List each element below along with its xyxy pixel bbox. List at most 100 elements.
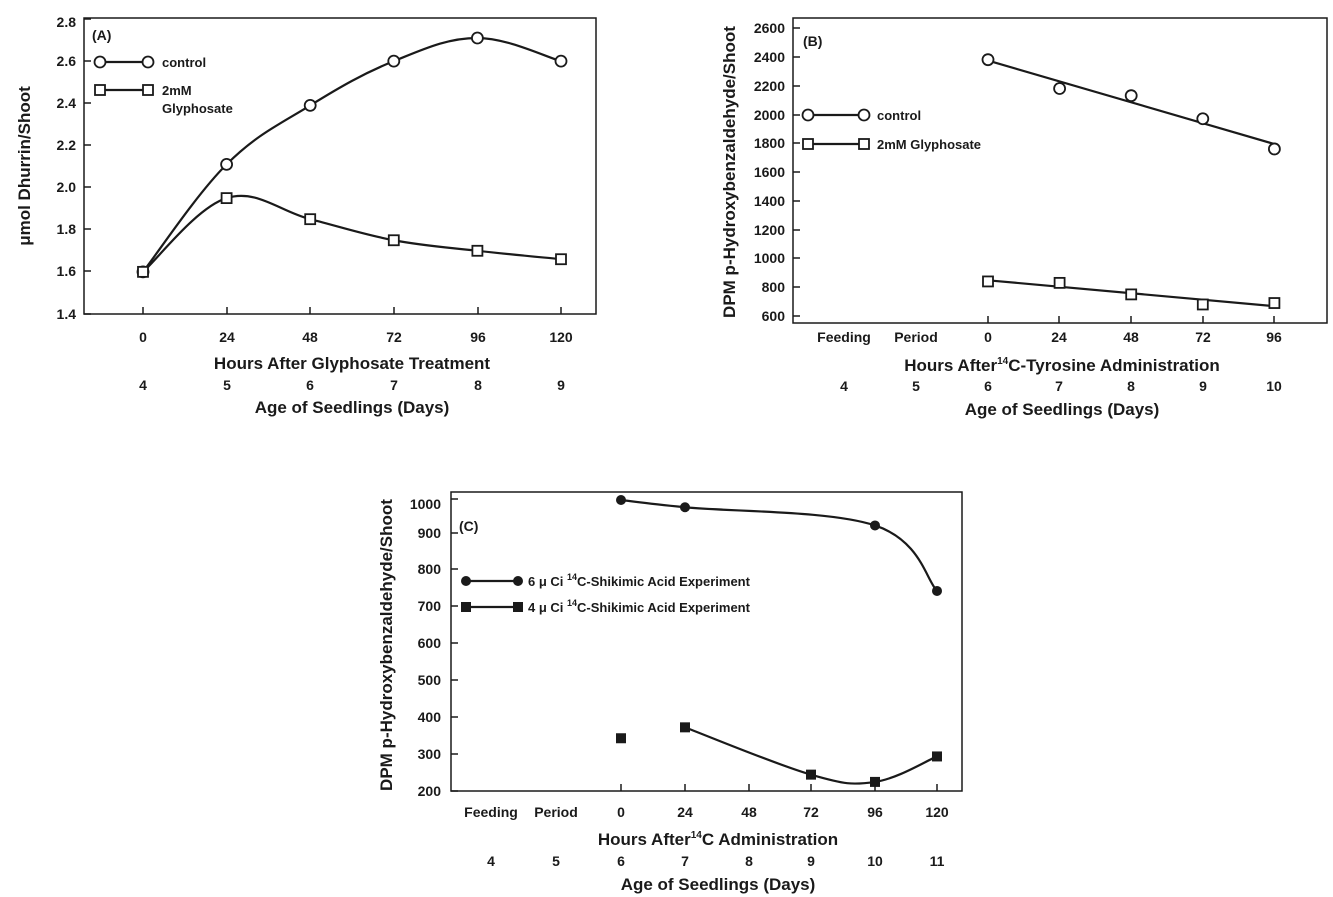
panel-a-y-tick: 1.6 — [57, 263, 77, 279]
panel-b-control-point — [1124, 89, 1138, 103]
panel-b-y-tick: 1600 — [754, 164, 785, 180]
panel-a-control-point — [554, 54, 568, 68]
panel-b-y-tick: 1400 — [754, 193, 785, 209]
panel-b-x-tick: 0 — [984, 329, 992, 345]
panel-c-4uci-line — [684, 726, 938, 785]
legend-circle-marker — [801, 108, 815, 122]
legend-filled-square-marker — [461, 602, 471, 612]
panel-b-x-tick-feeding: Feeding — [817, 329, 871, 345]
panel-c-4uci-point — [806, 769, 816, 780]
panel-b-y-tick: 1200 — [754, 222, 785, 238]
panel-a-control-point — [387, 54, 401, 68]
panel-a-y-tick: 2.4 — [57, 95, 77, 111]
panel-b-age-axis-label: Age of Seedlings (Days) — [965, 400, 1160, 419]
panel-b-y-tick: 2000 — [754, 107, 785, 123]
panel-b-glyphosate-point — [1053, 276, 1066, 289]
panel-c-x-tick-period: Period — [534, 804, 578, 820]
panel-c-6uci-point — [680, 502, 690, 513]
panel-a-y-tick: 1.8 — [57, 221, 77, 237]
panel-a-glyphosate-point — [137, 265, 149, 278]
panel-a-y-tick: 1.4 — [57, 306, 77, 322]
legend-filled-circle-marker — [461, 576, 471, 586]
panel-a-age-axis-label: Age of Seedlings (Days) — [255, 398, 450, 417]
panel-c-x-tick: 72 — [803, 804, 819, 820]
panel-c-4uci-point — [870, 776, 880, 787]
panel-b-age-tick: 9 — [1199, 378, 1207, 394]
panel-a-age-tick: 7 — [390, 377, 398, 393]
panel-c-x-tick: 96 — [867, 804, 883, 820]
panel-c-y-tick: 900 — [418, 525, 442, 541]
panel-c-x-axis-label: Hours After14C Administration — [598, 830, 838, 849]
panel-b-legend: control 2mM Glyphosate — [801, 108, 981, 152]
panel-b: (B) 600 800 1000 1200 1400 1600 1800 200… — [720, 17, 1328, 419]
panel-c-x-tick-feeding: Feeding — [464, 804, 518, 820]
panel-c-y-tick: 500 — [418, 672, 442, 688]
panel-a-glyphosate-point — [387, 234, 400, 247]
panel-b-age-tick: 4 — [840, 378, 848, 394]
panel-a-control-point — [470, 31, 484, 45]
panel-c-y-axis-label: DPM p-Hydroxybenzaldehyde/Shoot — [377, 499, 396, 791]
legend-circle-marker — [93, 55, 107, 69]
panel-b-x-tick-period: Period — [894, 329, 938, 345]
panel-b-glyphosate-point — [1125, 288, 1138, 301]
panel-c-y-tick: 800 — [418, 561, 442, 577]
panel-c-y-tick: 300 — [418, 746, 442, 762]
legend-circle-marker — [857, 108, 871, 122]
panel-a: (A) 1.4 1.6 1.8 2.0 2.2 2.4 2.6 2.8 0 24… — [15, 14, 597, 417]
panel-c-x-tick: 48 — [741, 804, 757, 820]
panel-a-x-tick: 120 — [549, 329, 573, 345]
panel-a-age-tick: 8 — [474, 377, 482, 393]
panel-c-age-tick: 9 — [807, 853, 815, 869]
panel-b-plot-frame — [792, 17, 1328, 324]
legend-filled-circle-marker — [513, 576, 523, 586]
panel-b-glyphosate-point — [982, 275, 994, 288]
panel-c-legend: 6 μ Ci 14C-Shikimic Acid Experiment 4 μ … — [461, 572, 751, 615]
panel-b-y-tick: 2600 — [754, 20, 785, 36]
panel-a-legend-glyphosate-line1: 2mM — [162, 83, 192, 98]
panel-c-legend-6uci: 6 μ Ci 14C-Shikimic Acid Experiment — [528, 572, 751, 589]
panel-b-legend-control: control — [877, 108, 921, 123]
panel-c-data — [616, 495, 942, 787]
panel-b-x-tick: 72 — [1195, 329, 1211, 345]
panel-a-y-axis-label: μmol Dhurrin/Shoot — [15, 86, 34, 246]
panel-b-age-tick: 6 — [984, 378, 992, 394]
panel-a-x-tick: 96 — [470, 329, 486, 345]
panel-b-y-tick: 1000 — [754, 250, 785, 266]
panel-c-6uci-point — [932, 585, 942, 596]
panel-c-age-tick: 4 — [487, 853, 495, 869]
panel-b-label: (B) — [803, 33, 822, 49]
panel-c-6uci-point — [616, 495, 626, 505]
panel-a-y-tick: 2.0 — [57, 179, 77, 195]
panel-a-legend: control 2mM Glyphosate — [93, 55, 233, 116]
legend-square-marker — [142, 84, 154, 96]
panel-b-control-point — [1196, 112, 1210, 126]
panel-c-4uci-point — [616, 733, 626, 744]
panel-b-data — [981, 53, 1281, 311]
legend-circle-marker — [141, 55, 155, 69]
panel-a-glyphosate-point — [220, 192, 233, 205]
legend-square-marker — [858, 138, 870, 150]
panel-b-y-tick: 600 — [762, 308, 786, 324]
panel-a-glyphosate-point — [304, 213, 317, 226]
legend-square-marker — [802, 138, 814, 150]
panel-a-series-control-line — [142, 36, 562, 273]
panel-b-age-tick: 7 — [1055, 378, 1063, 394]
panel-b-y-tick: 800 — [762, 279, 786, 295]
legend-square-marker — [94, 84, 106, 96]
panel-a-glyphosate-point — [555, 253, 567, 266]
panel-a-age-tick: 9 — [557, 377, 565, 393]
panel-a-legend-glyphosate-line2: Glyphosate — [162, 101, 233, 116]
panel-c-y-tick: 400 — [418, 709, 442, 725]
panel-b-x-tick: 24 — [1051, 329, 1067, 345]
panel-b-x-tick: 96 — [1266, 329, 1282, 345]
panel-a-x-tick: 24 — [219, 329, 235, 345]
panel-c: (C) 200 300 400 500 600 700 800 900 1000… — [377, 491, 963, 894]
panel-b-control-point — [1053, 82, 1066, 95]
panel-a-plot-frame — [83, 17, 597, 315]
panel-b-age-tick: 8 — [1127, 378, 1135, 394]
panel-c-legend-4uci: 4 μ Ci 14C-Shikimic Acid Experiment — [528, 598, 751, 615]
panel-c-y-tick: 600 — [418, 635, 442, 651]
panel-c-y-tick: 200 — [418, 783, 442, 799]
panel-c-4uci-point — [932, 751, 942, 762]
